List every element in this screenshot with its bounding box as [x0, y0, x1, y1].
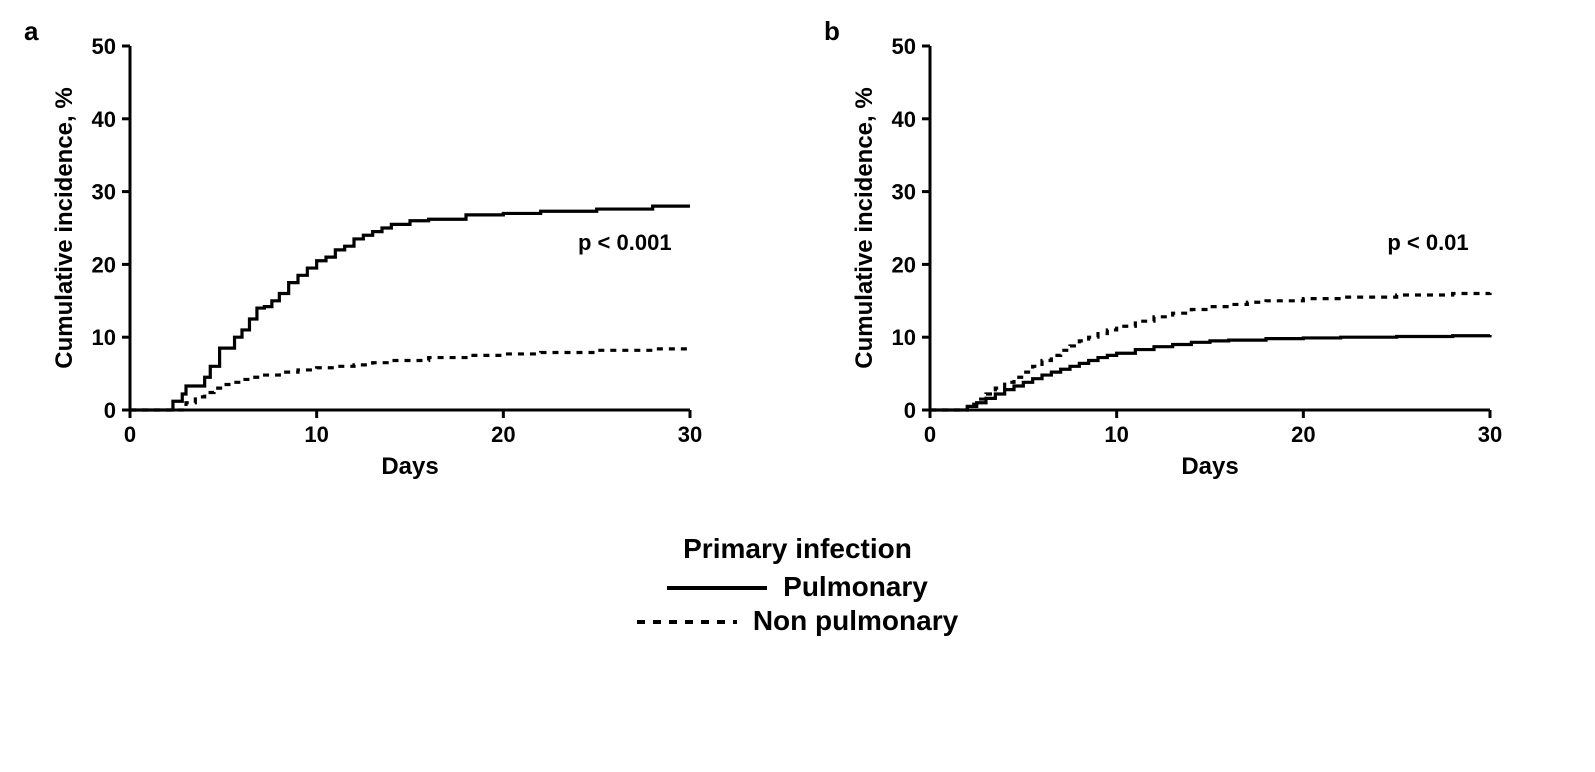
panel-a-label: a — [24, 16, 38, 47]
svg-text:20: 20 — [491, 422, 515, 447]
chart-b: 0 10 20 30 40 50 0 10 20 30 Cumulative incidence, … — [830, 20, 1510, 500]
panel-a: a 010203040500102030Cumulative incidence… — [30, 20, 710, 505]
panel-b-label: b — [824, 16, 840, 47]
legend-row-nonpulmonary: Non pulmonary — [20, 605, 1575, 637]
chart-a: 0 10 20 30 40 50 0 10 20 30 Cumulative incidence, … — [30, 20, 710, 500]
svg-text:p < 0.01: p < 0.01 — [1387, 230, 1468, 255]
svg-text:p < 0.001: p < 0.001 — [578, 230, 672, 255]
svg-text:10: 10 — [304, 422, 328, 447]
panel-b: b 010203040500102030Cumulative incidence… — [830, 20, 1510, 505]
svg-text:Cumulative incidence, %: Cumulative incidence, % — [851, 87, 878, 368]
legend-swatch-dashed — [637, 609, 737, 633]
legend: Primary infection Pulmonary Non pulmonar… — [20, 533, 1575, 637]
svg-text:20: 20 — [892, 252, 916, 277]
svg-text:0: 0 — [124, 422, 136, 447]
svg-text:30: 30 — [678, 422, 702, 447]
svg-text:20: 20 — [1291, 422, 1315, 447]
svg-text:Days: Days — [381, 453, 438, 480]
svg-text:40: 40 — [892, 107, 916, 132]
svg-text:40: 40 — [92, 107, 116, 132]
legend-label-nonpulmonary: Non pulmonary — [753, 605, 958, 637]
svg-text:Days: Days — [1181, 453, 1238, 480]
svg-text:30: 30 — [1478, 422, 1502, 447]
svg-text:10: 10 — [892, 325, 916, 350]
svg-text:50: 50 — [92, 34, 116, 59]
legend-title: Primary infection — [20, 533, 1575, 565]
svg-text:Cumulative incidence, %: Cumulative incidence, % — [51, 87, 78, 368]
legend-row-pulmonary: Pulmonary — [20, 571, 1575, 603]
svg-text:50: 50 — [892, 34, 916, 59]
svg-text:20: 20 — [92, 252, 116, 277]
svg-text:0: 0 — [904, 398, 916, 423]
legend-swatch-solid — [667, 575, 767, 599]
svg-text:0: 0 — [924, 422, 936, 447]
figure-container: a 010203040500102030Cumulative incidence… — [20, 20, 1575, 752]
panels-row: a 010203040500102030Cumulative incidence… — [20, 20, 1575, 505]
svg-text:10: 10 — [1104, 422, 1128, 447]
legend-label-pulmonary: Pulmonary — [783, 571, 928, 603]
svg-text:30: 30 — [892, 180, 916, 205]
svg-text:0: 0 — [104, 398, 116, 423]
svg-text:30: 30 — [92, 180, 116, 205]
svg-text:10: 10 — [92, 325, 116, 350]
